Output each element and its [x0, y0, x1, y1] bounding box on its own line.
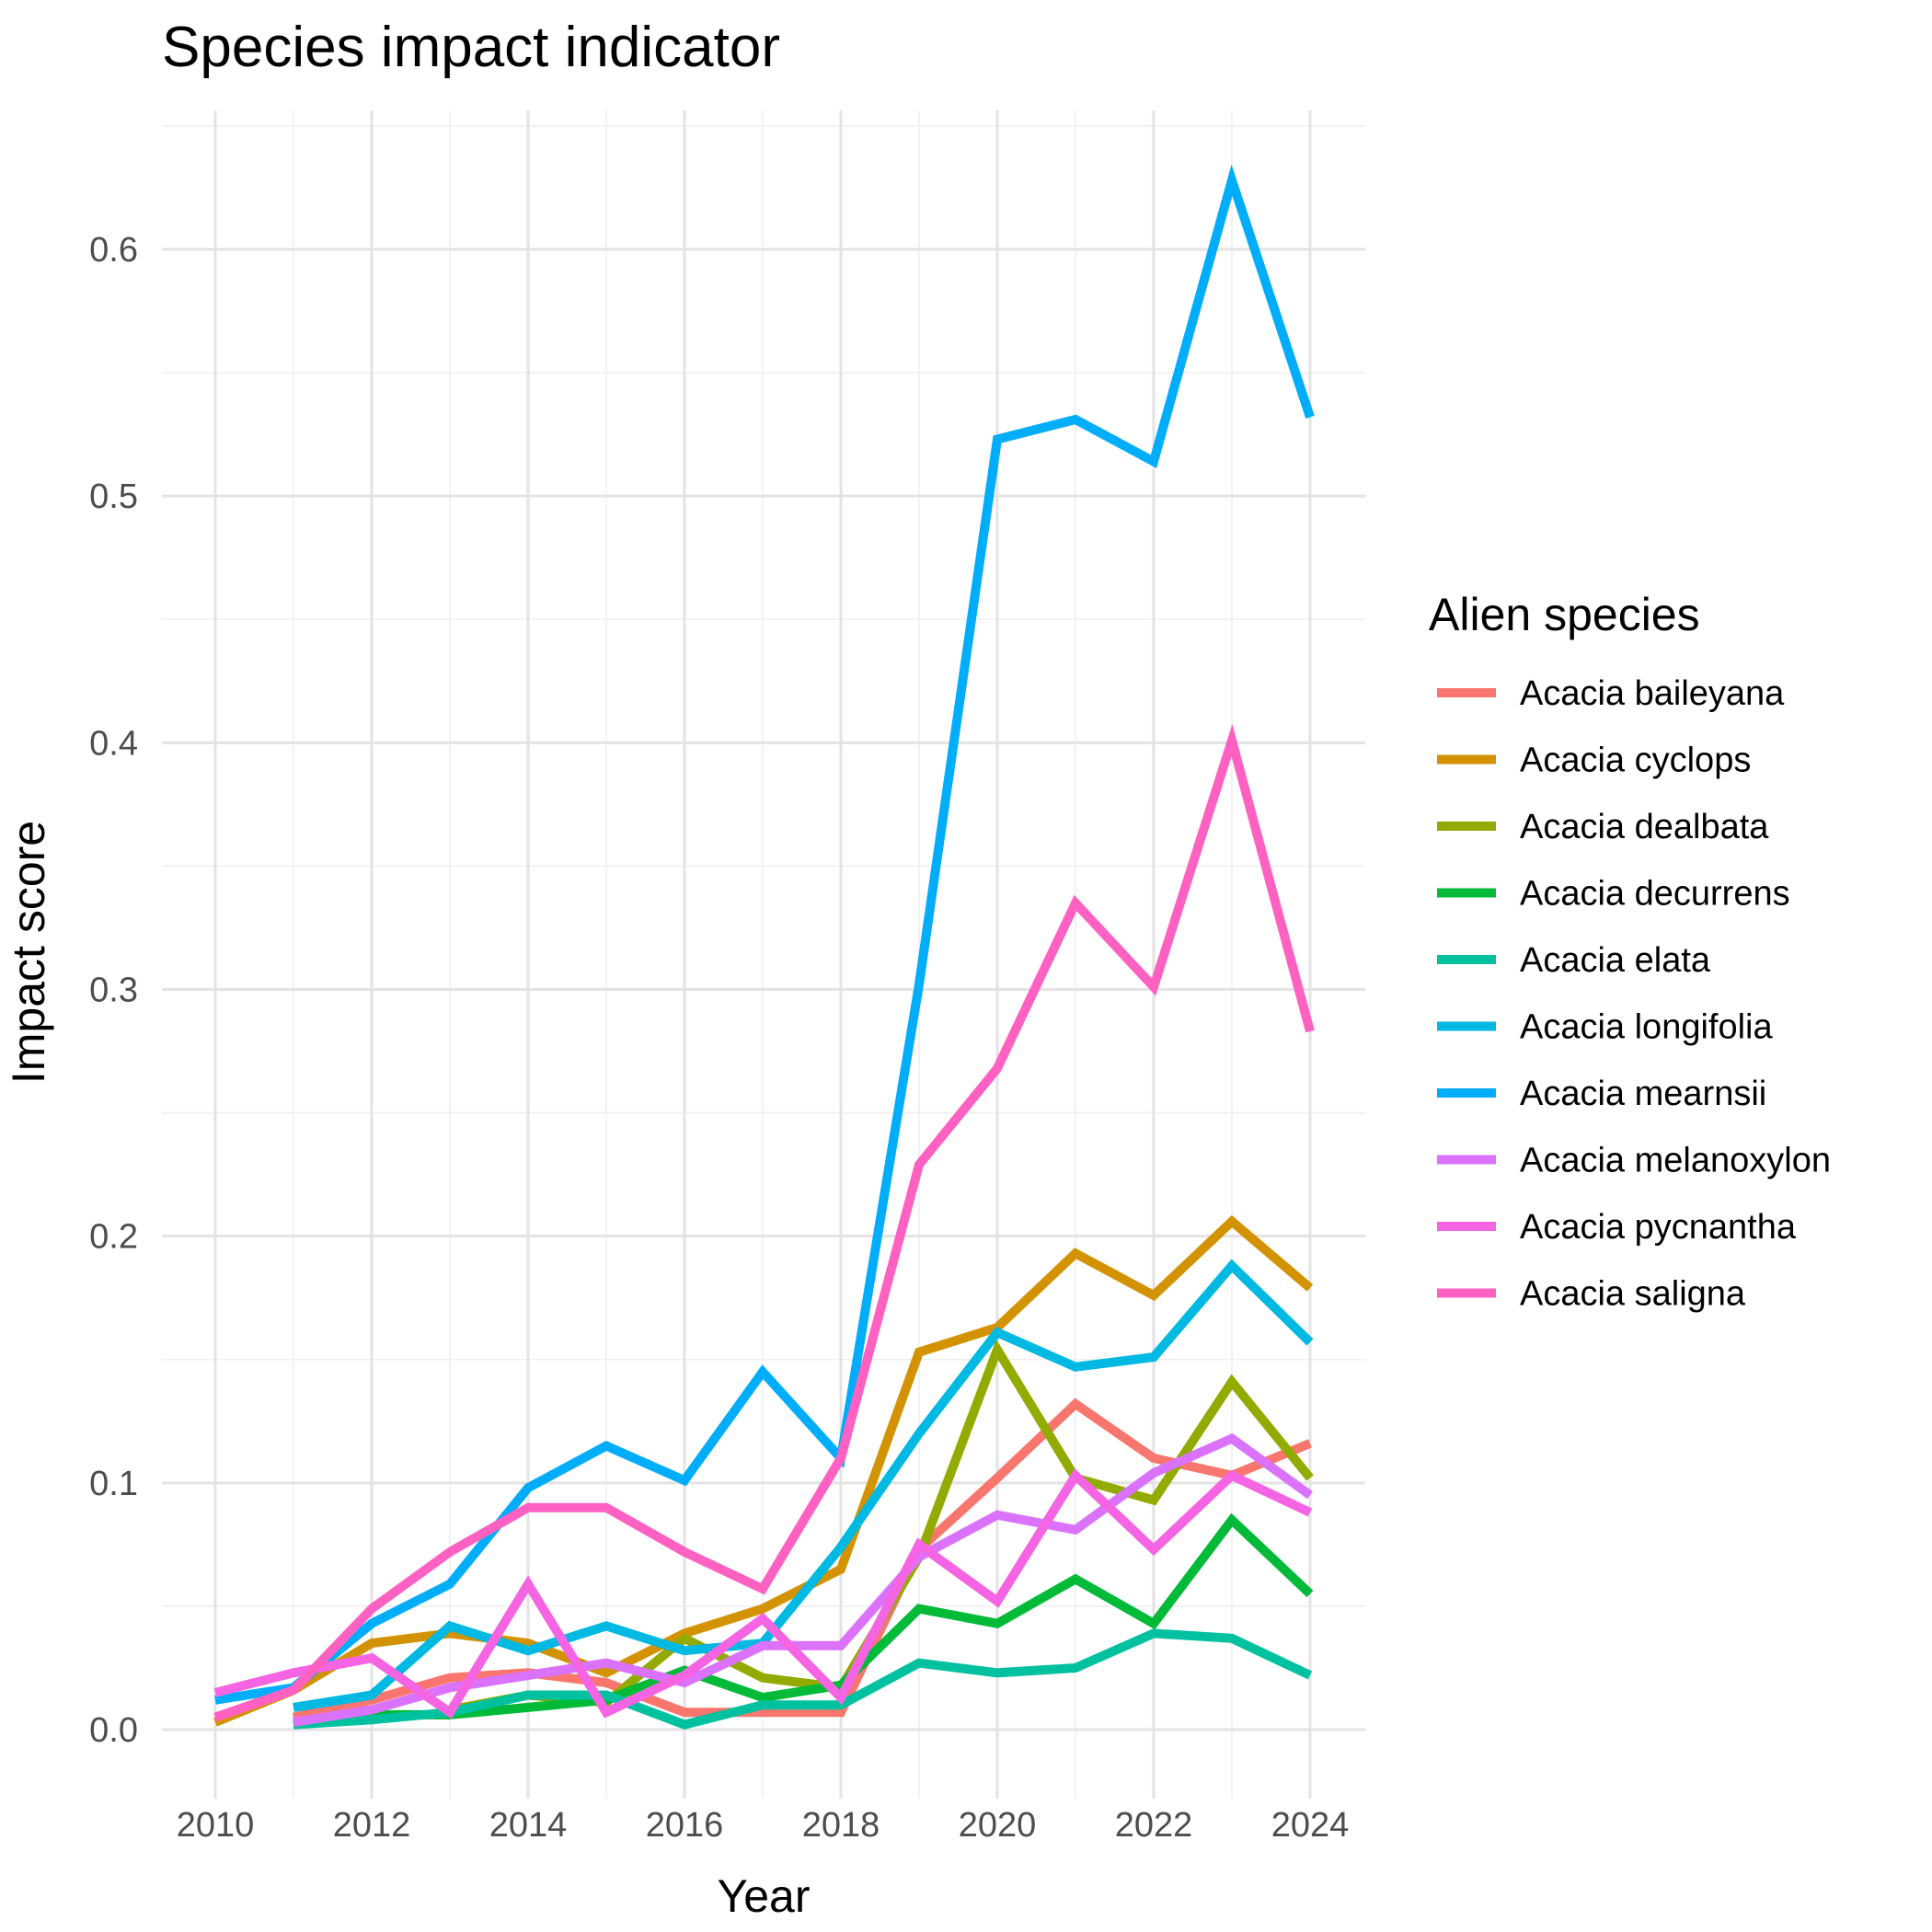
x-tick-label: 2022: [1115, 1806, 1193, 1845]
legend-label: Acacia cyclops: [1520, 742, 1751, 780]
legend-item-acacia-baileyana: Acacia baileyana: [1437, 674, 1785, 713]
x-tick-label: 2010: [177, 1806, 255, 1845]
legend-label: Acacia saligna: [1520, 1275, 1746, 1314]
y-tick-label: 0.6: [89, 231, 138, 270]
series-layer: [213, 164, 1315, 1730]
legend-label: Acacia melanoxylon: [1520, 1142, 1831, 1180]
x-tick-label: 2012: [333, 1806, 411, 1845]
x-tick-label: 2014: [489, 1806, 568, 1845]
y-tick-label: 0.4: [89, 724, 138, 763]
series-line-acacia-elata: [293, 1628, 1313, 1730]
x-tick-label: 2016: [646, 1806, 724, 1845]
legend-items: Acacia baileyana Acacia cyclops Acacia dea…: [1437, 674, 1831, 1314]
legend-label: Acacia longifolia: [1520, 1008, 1773, 1047]
legend-item-acacia-saligna: Acacia saligna: [1437, 1275, 1746, 1314]
series-line-acacia-mearnsii: [214, 164, 1315, 1705]
legend-item-acacia-pycnantha: Acacia pycnantha: [1437, 1208, 1797, 1247]
series-line-acacia-pycnantha: [213, 1467, 1313, 1719]
legend-item-acacia-cyclops: Acacia cyclops: [1437, 742, 1751, 780]
legend-label: Acacia elata: [1520, 941, 1711, 980]
legend-label: Acacia decurrens: [1520, 875, 1790, 914]
legend-item-acacia-dealbata: Acacia dealbata: [1437, 808, 1769, 846]
series-line-acacia-longifolia: [293, 1259, 1314, 1712]
legend-item-acacia-melanoxylon: Acacia melanoxylon: [1437, 1142, 1831, 1180]
y-tick-label: 0.5: [89, 477, 138, 516]
legend-label: Acacia pycnantha: [1520, 1208, 1797, 1247]
x-tick-label: 2020: [959, 1806, 1037, 1845]
y-axis-title: Impact score: [3, 821, 54, 1084]
series-line-acacia-saligna: [213, 723, 1315, 1722]
legend-title: Alien species: [1429, 589, 1700, 640]
y-tick-label: 0.3: [89, 972, 138, 1010]
y-tick-label: 0.2: [89, 1218, 138, 1257]
series-line-acacia-baileyana: [292, 1397, 1312, 1722]
x-tick-label: 2024: [1271, 1806, 1350, 1845]
y-tick-label: 0.1: [89, 1465, 138, 1503]
series-line-acacia-cyclops: [213, 1214, 1314, 1727]
x-axis-title: Year: [717, 1870, 810, 1922]
legend-label: Acacia mearnsii: [1520, 1075, 1766, 1113]
chart-title: Species impact indicator: [162, 16, 780, 79]
x-tick-label: 2018: [802, 1806, 880, 1845]
legend-item-acacia-decurrens: Acacia decurrens: [1437, 875, 1790, 914]
legend-item-acacia-mearnsii: Acacia mearnsii: [1437, 1075, 1766, 1113]
legend-label: Acacia dealbata: [1520, 808, 1769, 846]
legend-item-acacia-longifolia: Acacia longifolia: [1437, 1008, 1773, 1047]
x-axis-ticks: 2010 2012 2014 2016 2018 2020 2022 2024: [177, 1806, 1350, 1845]
legend: Alien species Acacia baileyana Acacia cyc…: [1429, 589, 1831, 1314]
y-tick-label: 0.0: [89, 1711, 138, 1750]
y-axis-ticks: 0.0 0.1 0.2 0.3 0.4 0.5 0.6: [89, 231, 138, 1750]
legend-label: Acacia baileyana: [1520, 674, 1785, 713]
legend-item-acacia-elata: Acacia elata: [1437, 941, 1711, 980]
